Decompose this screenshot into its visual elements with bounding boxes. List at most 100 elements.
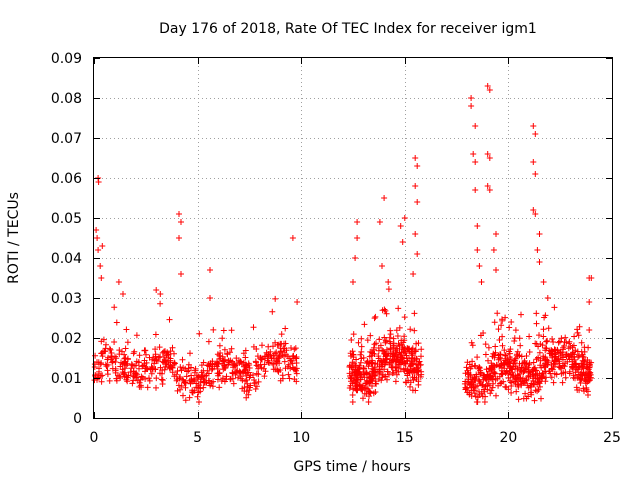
data-point xyxy=(225,361,232,368)
data-point xyxy=(409,345,416,352)
data-point xyxy=(147,366,154,373)
data-point xyxy=(162,363,169,370)
data-point xyxy=(398,337,405,344)
data-point xyxy=(216,342,223,349)
data-point xyxy=(585,392,591,398)
data-point xyxy=(269,308,276,315)
data-point xyxy=(259,342,265,349)
data-point xyxy=(497,351,504,358)
data-point xyxy=(177,364,184,371)
data-point xyxy=(463,385,470,392)
data-point xyxy=(159,370,165,377)
data-point xyxy=(219,335,226,342)
data-point xyxy=(364,371,371,378)
data-point xyxy=(375,347,382,354)
data-point xyxy=(488,387,495,394)
data-point xyxy=(563,351,569,358)
data-point xyxy=(246,384,253,391)
data-point xyxy=(98,378,105,385)
data-point xyxy=(109,358,116,365)
data-point xyxy=(549,351,556,357)
data-point xyxy=(367,374,374,380)
data-point xyxy=(586,299,593,305)
data-point xyxy=(472,377,479,383)
data-point xyxy=(572,369,579,376)
data-point xyxy=(385,286,392,293)
data-point xyxy=(143,351,149,358)
data-point xyxy=(353,356,360,363)
data-point xyxy=(518,311,524,318)
data-point xyxy=(544,295,551,301)
data-point xyxy=(565,345,572,352)
data-point xyxy=(194,393,201,400)
data-point xyxy=(365,363,372,370)
data-point xyxy=(200,367,207,374)
data-point xyxy=(520,395,527,402)
data-point xyxy=(95,247,102,253)
data-point xyxy=(291,366,297,373)
data-point xyxy=(540,373,546,380)
data-point xyxy=(136,365,142,372)
data-point xyxy=(399,359,406,366)
data-point xyxy=(463,364,470,371)
data-point xyxy=(169,344,176,351)
x-tick-label: 25 xyxy=(603,430,621,446)
data-point xyxy=(512,327,519,334)
data-point xyxy=(153,287,160,293)
data-point xyxy=(588,275,595,281)
data-point xyxy=(508,389,515,396)
data-point xyxy=(188,372,195,379)
data-point xyxy=(357,351,364,358)
data-point xyxy=(575,364,582,371)
data-point xyxy=(407,326,414,333)
data-point xyxy=(382,337,389,344)
data-point xyxy=(409,387,416,394)
data-point xyxy=(390,344,397,351)
data-point xyxy=(106,377,113,384)
data-point xyxy=(533,356,540,363)
data-point xyxy=(534,374,541,381)
data-point xyxy=(552,357,559,363)
data-points-layer xyxy=(91,83,595,405)
data-point xyxy=(534,388,541,395)
data-point xyxy=(352,255,359,261)
data-point xyxy=(367,378,374,385)
data-point xyxy=(272,350,278,357)
data-point xyxy=(236,357,242,364)
data-point xyxy=(468,103,475,109)
data-point xyxy=(205,338,212,345)
data-point xyxy=(262,353,268,360)
chart-title: Day 176 of 2018, Rate Of TEC Index for r… xyxy=(159,21,537,37)
data-point xyxy=(148,370,155,377)
data-point xyxy=(128,369,134,375)
data-point xyxy=(98,275,105,281)
data-point xyxy=(196,382,202,389)
data-point xyxy=(185,367,192,374)
data-point xyxy=(411,327,418,334)
data-point xyxy=(382,373,389,380)
data-point xyxy=(252,386,259,392)
data-point xyxy=(216,370,223,377)
data-point xyxy=(285,371,292,378)
data-point xyxy=(209,365,216,372)
data-point xyxy=(176,235,182,241)
data-point xyxy=(490,247,497,253)
data-point xyxy=(508,383,515,389)
data-point xyxy=(243,363,250,370)
data-point xyxy=(584,378,591,385)
data-point xyxy=(371,341,378,348)
data-point xyxy=(108,354,115,361)
data-point xyxy=(545,325,552,332)
data-point xyxy=(362,385,369,392)
data-point xyxy=(368,352,375,359)
data-point xyxy=(174,376,181,383)
data-point xyxy=(550,339,557,345)
data-point xyxy=(543,338,550,345)
data-point xyxy=(484,151,491,157)
data-point xyxy=(415,368,422,375)
data-point xyxy=(409,368,416,375)
data-point xyxy=(414,251,421,257)
data-point xyxy=(124,339,131,346)
data-point xyxy=(113,355,120,362)
data-point xyxy=(472,393,479,400)
